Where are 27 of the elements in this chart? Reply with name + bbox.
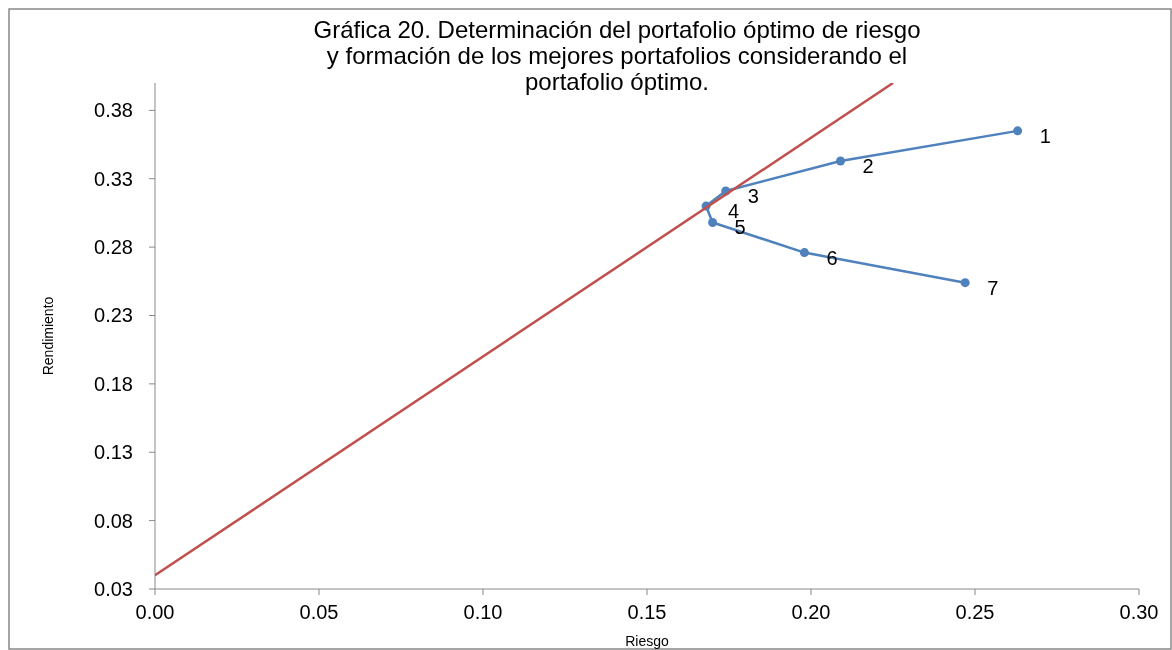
y-tick-label: 0.28 xyxy=(94,236,133,259)
point xyxy=(799,248,809,258)
chart-title: Gráfica 20. Determinación del portafolio óptimo de riesgo y formación de los mejores portafolios considerando el portafolio óptimo. xyxy=(313,16,921,95)
x-axis-title: Riesgo xyxy=(625,633,669,649)
x-tick-label: 0.15 xyxy=(627,601,667,623)
point xyxy=(836,156,846,166)
y-tick-label: 0.03 xyxy=(94,578,133,600)
x-tick-label: 0.30 xyxy=(1119,601,1159,623)
y-tick-label: 0.13 xyxy=(94,441,133,464)
x-tick-label: 0.20 xyxy=(791,601,831,623)
y-tick-label: 0.18 xyxy=(94,372,133,395)
annotation: 2 xyxy=(862,154,874,177)
point xyxy=(708,217,718,227)
x-tick-label: 0.10 xyxy=(463,601,503,623)
point xyxy=(960,278,970,288)
annotation: 1 xyxy=(1039,124,1051,147)
annotation: 7 xyxy=(987,276,999,299)
x-tick-label: 0.25 xyxy=(955,601,995,623)
y-tick-label: 0.23 xyxy=(94,304,133,327)
point xyxy=(1013,126,1023,136)
annotation: 3 xyxy=(747,185,759,208)
y-axis-title: Rendimiento xyxy=(40,296,56,376)
x-tick-label: 0.05 xyxy=(299,601,339,623)
y-tick-label: 0.33 xyxy=(94,167,133,190)
y-tick-label: 0.08 xyxy=(94,509,133,532)
x-tick-label: 0.00 xyxy=(135,601,175,623)
y-tick-label: 0.38 xyxy=(94,99,133,122)
